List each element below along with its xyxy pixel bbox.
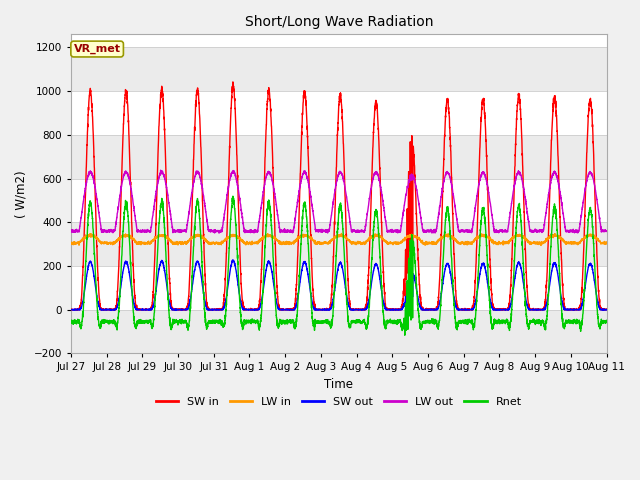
Y-axis label: ( W/m2): ( W/m2) (15, 170, 28, 218)
Bar (71, 135, 607, 179)
X-axis label: Time: Time (324, 378, 353, 391)
Legend: SW in, LW in, SW out, LW out, Rnet: SW in, LW in, SW out, LW out, Rnet (152, 393, 526, 412)
Bar (71, 48, 607, 91)
Bar (71, 222, 607, 266)
Title: Short/Long Wave Radiation: Short/Long Wave Radiation (244, 15, 433, 29)
Bar (71, 310, 607, 353)
Text: VR_met: VR_met (74, 44, 120, 54)
